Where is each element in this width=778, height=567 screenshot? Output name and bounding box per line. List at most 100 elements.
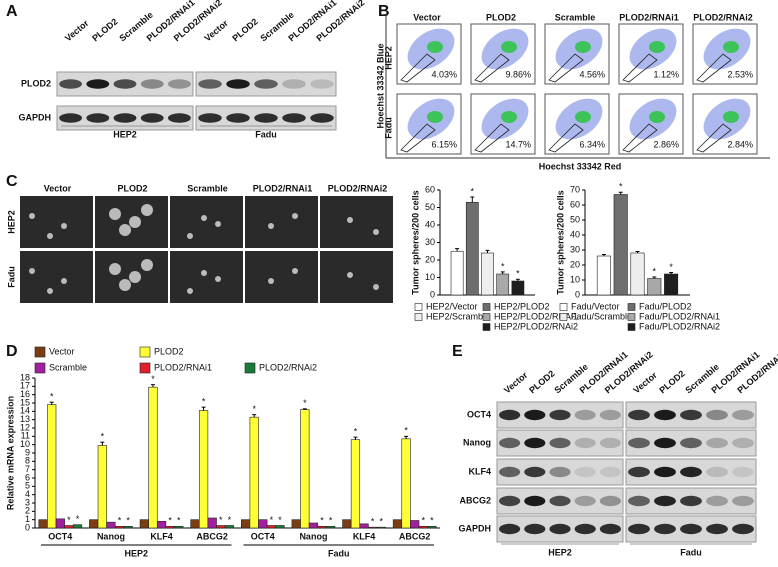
row-label: HEP2 [383,46,393,70]
bar [326,526,336,529]
bar [139,519,149,529]
lane-label: Vector [202,18,230,44]
panel-letter: E [452,343,463,360]
blot-band [574,409,596,421]
blot-band [549,466,571,478]
flow-core [649,41,665,53]
blot-band [680,437,702,449]
blot-band [680,409,702,421]
bar [64,525,74,529]
legend-swatch [559,303,568,311]
axis-label: Relative mRNA expression [5,396,15,510]
gate-percentage: 4.03% [431,69,457,79]
flow-gate [548,53,584,83]
significance-mark: * [404,426,408,436]
flow-gate [696,123,732,153]
y-tick-label: 20 [570,259,580,269]
legend-swatch [414,303,423,311]
blot-band [599,437,621,449]
y-tick-label: 2 [25,506,30,516]
gate-percentage: 1.12% [653,69,679,79]
blot-band [680,523,702,535]
significance-mark: * [126,516,130,526]
axis-label: Hoechst 33342 Blue [375,43,385,128]
blot-band [86,113,110,123]
legend-swatch [627,303,636,311]
bar [275,525,285,529]
significance-mark: * [118,516,122,526]
bar [224,525,235,529]
gate-percentage: 6.34% [579,139,605,149]
y-tick-label: 70 [570,184,580,194]
legend-label: PLOD2/RNAi1 [154,362,212,372]
blot-band [574,437,596,449]
row-label: ABCG2 [459,495,491,505]
micrograph [170,196,243,248]
flow-gate [400,53,436,83]
bar [465,201,479,296]
bar [123,526,133,529]
flow-core [427,111,443,123]
x-tick-label: Nanog [299,531,327,541]
sphere [187,288,193,294]
blot-band [732,437,754,449]
micrograph [320,196,393,248]
sphere [373,229,379,235]
gate-percentage: 14.7% [505,139,531,149]
row-label: GAPDH [18,112,51,122]
blot-band [680,495,702,507]
legend-label: PLOD2/RNAi2 [259,362,317,372]
y-tick-label: 6 [25,472,30,482]
legend-swatch [482,323,491,331]
blot-band [628,466,650,478]
blot-band [282,79,306,89]
lane-label: Vector [63,18,91,44]
significance-mark: * [471,186,475,196]
bar [664,273,679,296]
bar [148,386,158,529]
blot-band [499,437,521,449]
blot-band [310,79,334,89]
bar [401,438,411,529]
row-label: Nanog [463,437,491,447]
blot-band [549,495,571,507]
bar [249,416,259,529]
sphere [215,276,221,282]
blot-band [254,79,278,89]
legend-label: HEP2/PLOD2/RNAi2 [494,321,578,331]
blot-band [499,523,521,535]
significance-mark: * [278,515,282,525]
sphere [129,271,141,283]
sphere [141,259,153,271]
y-tick-label: 60 [570,199,580,209]
blot-band [706,523,728,535]
flow-gate [548,123,584,153]
blot-band [599,409,621,421]
significance-mark: * [501,261,505,271]
bar [596,255,611,296]
panel-letter: C [6,173,18,190]
blot-band [654,409,676,421]
bar [376,526,386,529]
significance-mark: * [354,427,358,437]
blot-band [706,466,728,478]
blot-band [167,79,191,89]
y-tick-label: 0 [430,289,435,299]
legend-label: Scramble [49,362,87,372]
sphere [187,233,193,239]
blot-band [113,113,137,123]
significance-mark: * [380,517,384,527]
legend-label: Fadu/PLOD2 [639,301,692,311]
blot-band [599,466,621,478]
significance-mark: * [202,397,206,407]
blot-band [732,409,754,421]
blot-band [310,113,334,123]
blot-band [574,523,596,535]
sphere [201,270,207,276]
bar [38,519,48,529]
sphere [292,268,298,274]
flow-core [575,111,591,123]
gate-percentage: 2.84% [727,139,753,149]
sphere [129,216,141,228]
y-tick-label: 10 [20,439,30,449]
